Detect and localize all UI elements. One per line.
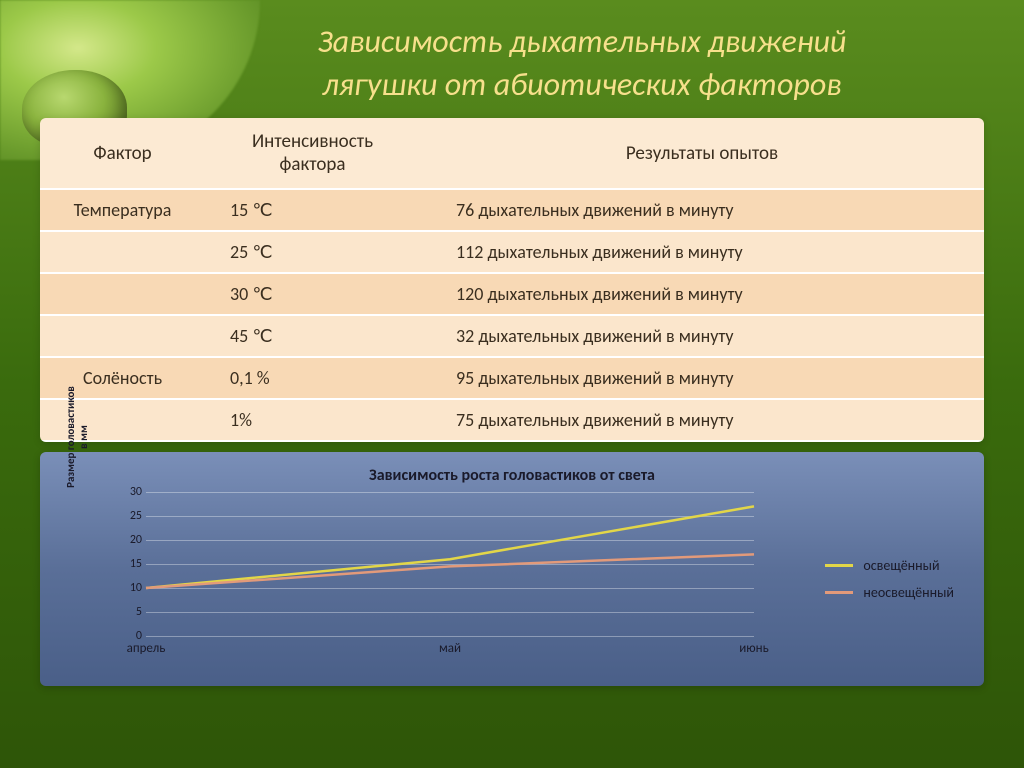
content-area: Фактор Интенсивность фактора Результаты … — [40, 118, 984, 686]
cell-result: 32 дыхательных движений в минуту — [420, 315, 984, 357]
line-layer — [146, 492, 754, 636]
cell-factor — [40, 315, 205, 357]
legend-swatch-icon — [825, 564, 853, 567]
y-tick-label: 10 — [118, 581, 142, 595]
legend-item: освещённый — [825, 557, 954, 574]
table-row: Солёность 0,1 % 95 дыхательных движений … — [40, 357, 984, 399]
data-table: Фактор Интенсивность фактора Результаты … — [40, 118, 984, 442]
cell-result: 95 дыхательных движений в минуту — [420, 357, 984, 399]
header-factor: Фактор — [40, 118, 205, 189]
grid-line — [146, 636, 754, 637]
legend-swatch-icon — [825, 591, 853, 594]
x-tick-label: май — [439, 641, 461, 656]
y-tick-label: 25 — [118, 509, 142, 523]
y-axis-label: Размер головастиков в мм — [64, 362, 90, 512]
cell-intensity: 30 ℃ — [205, 273, 420, 315]
title-line-1: Зависимость дыхательных движений — [180, 20, 984, 63]
header-results: Результаты опытов — [420, 118, 984, 189]
table-row: 30 ℃ 120 дыхательных движений в минуту — [40, 273, 984, 315]
chart-plot-area: 051015202530апрельмайиюнь — [86, 492, 754, 658]
cell-result: 75 дыхательных движений в минуту — [420, 399, 984, 441]
series-line — [146, 506, 754, 588]
x-tick-label: июнь — [739, 641, 768, 656]
cell-result: 120 дыхательных движений в минуту — [420, 273, 984, 315]
slide-title: Зависимость дыхательных движений лягушки… — [180, 20, 984, 106]
legend-item: неосвещённый — [825, 584, 954, 601]
table-row: 1% 75 дыхательных движений в минуту — [40, 399, 984, 441]
cell-result: 112 дыхательных движений в минуту — [420, 231, 984, 273]
legend-label: освещённый — [863, 557, 939, 574]
table-row: 25 ℃ 112 дыхательных движений в минуту — [40, 231, 984, 273]
cell-intensity: 45 ℃ — [205, 315, 420, 357]
y-tick-label: 30 — [118, 485, 142, 499]
table-header-row: Фактор Интенсивность фактора Результаты … — [40, 118, 984, 189]
y-tick-label: 5 — [118, 605, 142, 619]
cell-intensity: 0,1 % — [205, 357, 420, 399]
cell-result: 76 дыхательных движений в минуту — [420, 189, 984, 231]
title-line-2: лягушки от абиотических факторов — [180, 63, 984, 106]
legend-label: неосвещённый — [863, 584, 954, 601]
cell-intensity: 25 ℃ — [205, 231, 420, 273]
cell-factor — [40, 231, 205, 273]
x-tick-label: апрель — [127, 641, 166, 656]
plot-region: 051015202530апрельмайиюнь — [146, 492, 754, 636]
chart-panel: Зависимость роста головастиков от света … — [40, 452, 984, 686]
legend: освещённый неосвещённый — [825, 547, 954, 611]
y-tick-label: 15 — [118, 557, 142, 571]
cell-factor — [40, 273, 205, 315]
cell-factor: Температура — [40, 189, 205, 231]
cell-intensity: 1% — [205, 399, 420, 441]
cell-intensity: 15 ℃ — [205, 189, 420, 231]
table-row: Температура 15 ℃ 76 дыхательных движений… — [40, 189, 984, 231]
table-row: 45 ℃ 32 дыхательных движений в минуту — [40, 315, 984, 357]
chart-title: Зависимость роста головастиков от света — [60, 466, 964, 485]
y-tick-label: 20 — [118, 533, 142, 547]
header-intensity: Интенсивность фактора — [205, 118, 420, 189]
